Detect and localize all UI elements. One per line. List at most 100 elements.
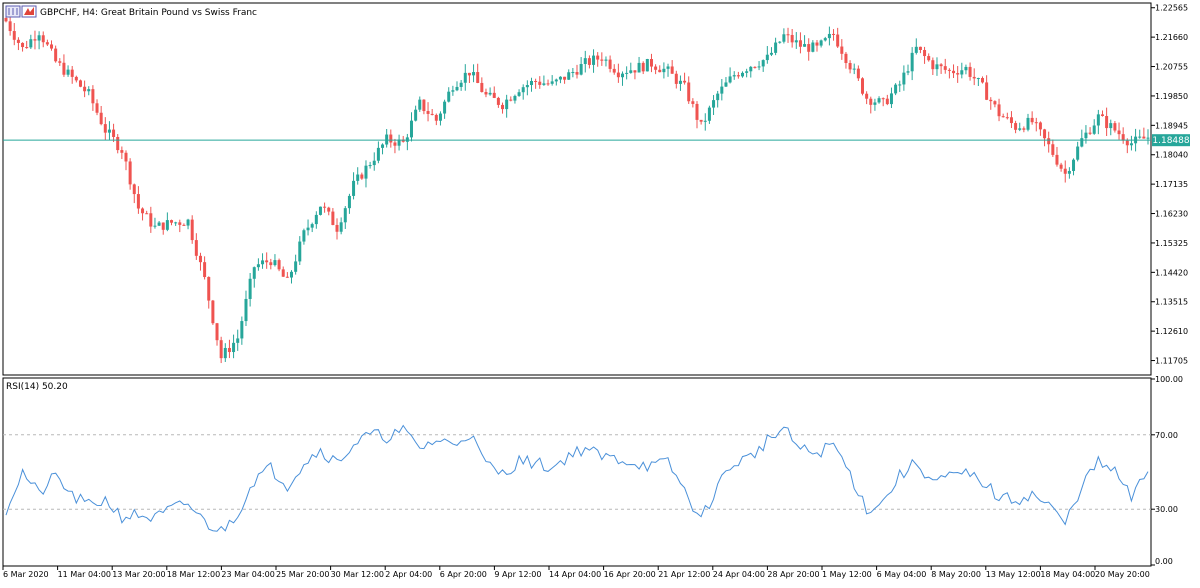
candle-body <box>443 101 447 114</box>
candle-body <box>136 194 140 209</box>
candle-body <box>198 255 202 263</box>
candle-body <box>124 152 128 162</box>
candle-body <box>724 82 728 87</box>
time-tick-label: 20 May 20:00 <box>1095 570 1150 579</box>
candle-body <box>807 44 811 52</box>
candle-body <box>778 41 782 43</box>
price-tick-label: 1.13515 <box>1155 298 1188 307</box>
candle-body <box>376 147 380 161</box>
main-chart-pane[interactable] <box>2 2 1152 376</box>
price-tick-label: 1.16230 <box>1155 210 1188 219</box>
candle-body <box>203 262 207 278</box>
candle-body <box>434 114 438 121</box>
time-tick-label: 23 Mar 04:00 <box>221 570 274 579</box>
candle-body <box>327 207 331 212</box>
candle-body <box>285 276 289 278</box>
candle-body <box>232 342 236 353</box>
candle-body <box>360 174 364 179</box>
candle-body <box>554 79 558 82</box>
candle-body <box>310 224 314 228</box>
candle-body <box>550 81 554 84</box>
candle-body <box>149 213 153 227</box>
candle-body <box>207 277 211 301</box>
chart-properties-icon[interactable] <box>5 5 21 18</box>
candle-body <box>629 70 633 73</box>
candle-body <box>1084 132 1088 139</box>
candle-body <box>1142 136 1146 139</box>
candle-body <box>170 220 174 223</box>
rsi-indicator-pane[interactable] <box>2 377 1152 567</box>
price-tick-label: 1.15325 <box>1155 239 1188 248</box>
candle-body <box>1109 123 1113 129</box>
candle-body <box>927 56 931 61</box>
candle-body <box>157 222 161 226</box>
candle-body <box>571 72 575 74</box>
candle-body <box>782 34 786 42</box>
candle-body <box>521 87 525 93</box>
candle-body <box>381 144 385 148</box>
candle-body <box>567 72 571 80</box>
candle-body <box>786 34 790 36</box>
candle-body <box>161 222 165 230</box>
candle-body <box>112 129 116 137</box>
candle-body <box>405 137 409 142</box>
candle-body <box>385 134 389 145</box>
time-tick-label: 18 May 04:00 <box>1040 570 1095 579</box>
time-tick-label: 2 Apr 04:00 <box>385 570 432 579</box>
candle-body <box>633 70 637 73</box>
candle-body <box>501 104 505 110</box>
candle-body <box>811 42 815 52</box>
candle-body <box>476 72 480 83</box>
candle-body <box>95 103 99 113</box>
candlestick-series <box>4 12 1150 364</box>
candle-body <box>699 119 703 122</box>
candle-body <box>368 165 372 167</box>
candle-body <box>451 90 455 92</box>
candle-body <box>194 240 198 256</box>
candle-body <box>103 124 107 133</box>
candle-body <box>658 69 662 73</box>
candle-body <box>794 40 798 43</box>
candle-body <box>538 81 542 85</box>
candle-body <box>749 66 753 72</box>
candle-body <box>227 347 231 353</box>
candle-body <box>931 60 935 70</box>
candle-body <box>33 39 37 41</box>
candle-body <box>819 40 823 46</box>
time-tick-label: 24 Apr 04:00 <box>713 570 765 579</box>
candle-body <box>844 53 848 64</box>
time-tick-label: 6 Mar 2020 <box>3 570 49 579</box>
candle-body <box>4 17 8 22</box>
candle-body <box>99 112 103 125</box>
price-tick-label: 1.19850 <box>1155 92 1188 101</box>
candle-body <box>1125 140 1129 146</box>
candle-body <box>256 264 260 268</box>
candle-body <box>1047 138 1051 145</box>
price-tick-label: 1.18040 <box>1155 151 1188 160</box>
candle-body <box>25 47 29 49</box>
candle-body <box>314 214 318 225</box>
bid-ask-icon[interactable] <box>21 5 37 18</box>
candle-body <box>16 39 20 43</box>
current-price-label: 1.18488 <box>1152 136 1189 146</box>
candle-body <box>695 103 699 120</box>
candle-body <box>790 34 794 43</box>
chart-header: GBPCHF, H4: Great Britain Pound vs Swiss… <box>5 5 257 18</box>
candle-body <box>302 230 306 242</box>
candle-body <box>347 195 351 209</box>
candle-body <box>745 71 749 73</box>
time-tick-label: 11 Mar 04:00 <box>58 570 111 579</box>
candle-body <box>74 76 78 81</box>
candle-body <box>654 66 658 70</box>
candle-body <box>877 98 881 103</box>
time-tick-label: 13 Mar 20:00 <box>112 570 165 579</box>
candle-body <box>869 98 873 105</box>
candle-body <box>997 104 1001 117</box>
candle-body <box>641 62 645 72</box>
candle-body <box>968 66 972 77</box>
candle-body <box>1105 115 1109 129</box>
candle-body <box>827 33 831 39</box>
candle-body <box>616 72 620 78</box>
